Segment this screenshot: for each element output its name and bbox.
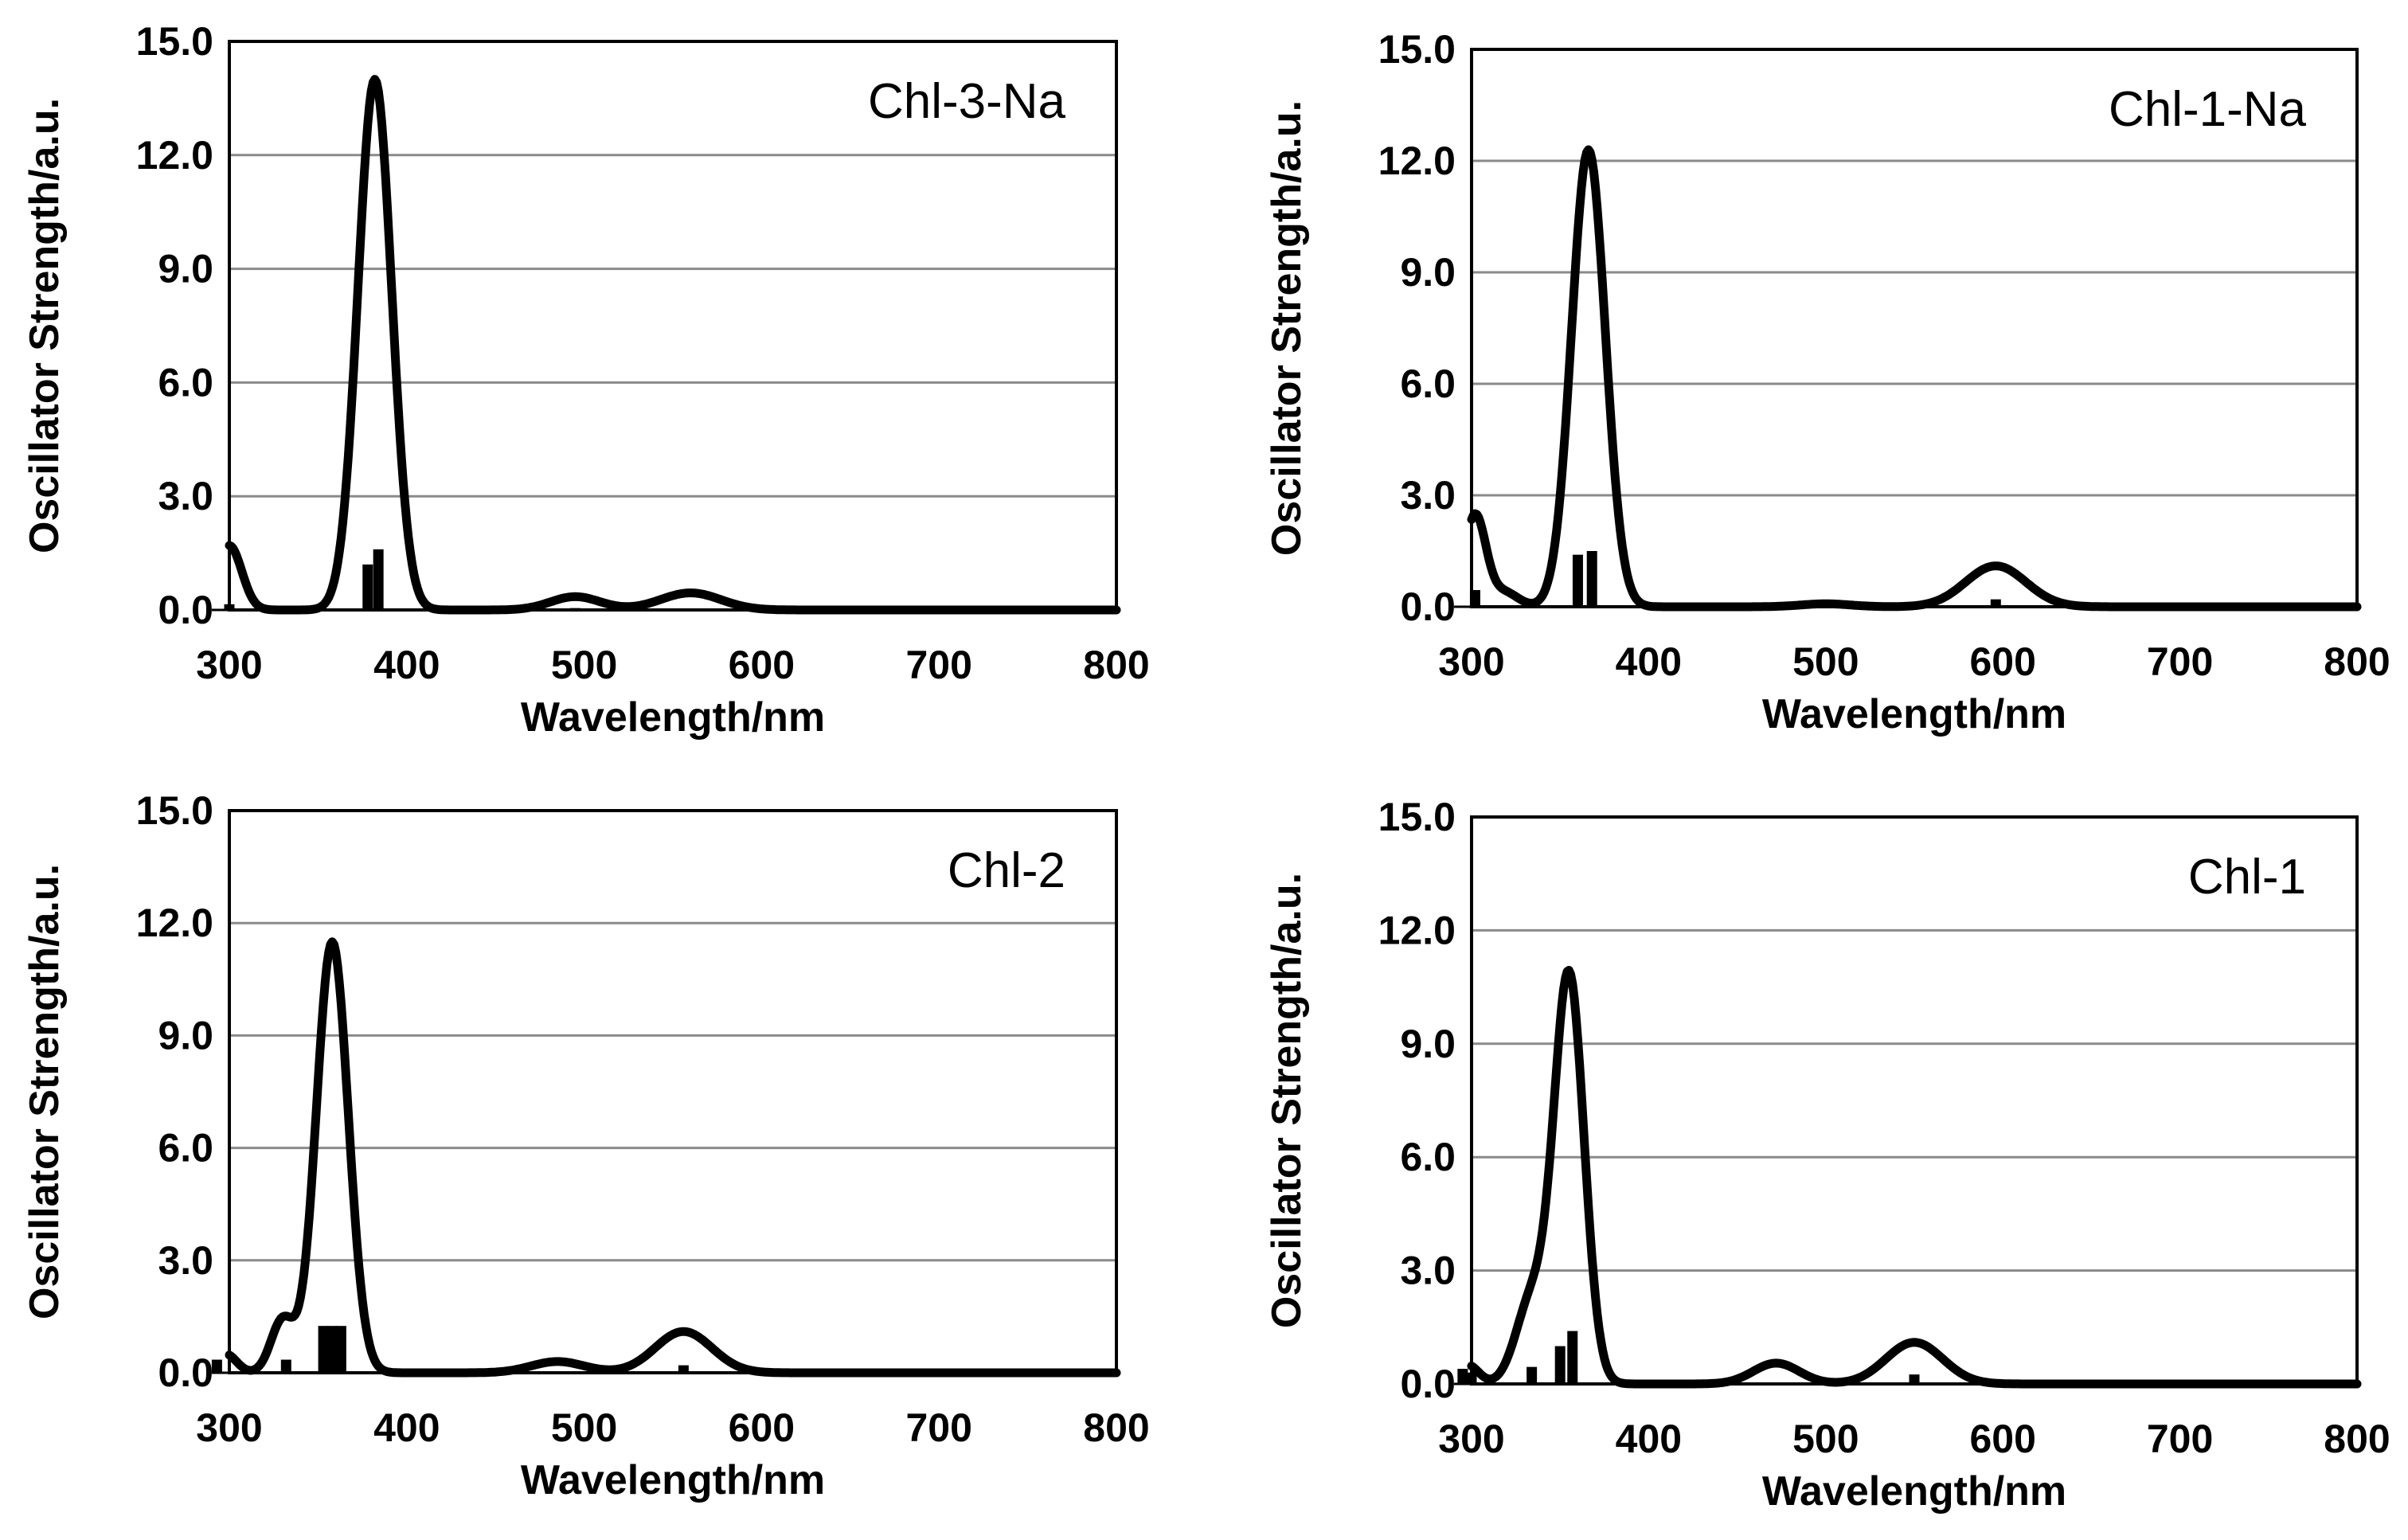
transition-stick (318, 1326, 329, 1373)
y-axis-title: Oscillator Strength/a.u. (1264, 873, 1310, 1328)
y-tick-label: 6.0 (158, 360, 213, 405)
y-tick-label: 12.0 (136, 901, 213, 945)
transition-stick (1457, 1369, 1468, 1384)
transition-stick (1909, 1374, 1920, 1384)
x-tick-label: 300 (1438, 639, 1504, 684)
panel-title: Chl-1-Na (2109, 82, 2307, 137)
x-tick-label: 500 (1792, 1417, 1859, 1461)
y-axis-title: Oscillator Strength/a.u. (1264, 100, 1310, 556)
y-tick-label: 12.0 (1378, 139, 1456, 183)
y-tick-label: 15.0 (1378, 27, 1456, 72)
chart-panel-chl-2: 0.0 3.0 6.0 9.0 12.0 15.0 300 400 500 600 700 800 Ch… (22, 788, 1150, 1503)
x-tick-label: 700 (2147, 639, 2213, 684)
y-tick-label: 0.0 (158, 1350, 213, 1395)
chart-panel-chl-1: 0.0 3.0 6.0 9.0 12.0 15.0 300 400 500 600 700 800 Ch… (1264, 795, 2390, 1515)
y-tick-label: 9.0 (158, 247, 213, 291)
x-axis-title: Wavelength/nm (1762, 691, 2066, 737)
panel-title: Chl-2 (948, 843, 1065, 898)
y-tick-label: 12.0 (1378, 908, 1456, 952)
transition-stick (1572, 554, 1583, 607)
y-tick-label: 3.0 (158, 1238, 213, 1283)
x-tick-label: 500 (1792, 639, 1859, 684)
spectrum-line (1467, 145, 2362, 612)
y-tick-label: 0.0 (158, 588, 213, 632)
y-tick-label: 15.0 (136, 788, 213, 833)
x-tick-label: 700 (905, 1405, 971, 1450)
y-tick-label: 9.0 (1400, 250, 1456, 295)
transition-stick (280, 1359, 291, 1373)
transition-stick (211, 1359, 222, 1373)
x-tick-label: 300 (1438, 1417, 1504, 1461)
x-tick-label: 400 (1616, 639, 1682, 684)
x-tick-label: 300 (196, 643, 262, 687)
y-tick-label: 6.0 (1400, 1135, 1456, 1179)
transition-stick (373, 549, 384, 610)
spectrum-line (225, 75, 1121, 615)
x-tick-label: 700 (2147, 1417, 2213, 1461)
y-tick-label: 15.0 (1378, 795, 1456, 839)
transition-stick (335, 1326, 346, 1373)
transition-stick (224, 604, 235, 610)
y-tick-label: 6.0 (158, 1126, 213, 1171)
panel-title: Chl-3-Na (868, 74, 1066, 129)
x-tick-label: 300 (196, 1405, 262, 1450)
y-tick-label: 3.0 (1400, 1249, 1456, 1293)
x-axis-title: Wavelength/nm (521, 1457, 825, 1503)
y-tick-label: 3.0 (158, 474, 213, 518)
y-axis-title: Oscillator Strength/a.u. (22, 864, 68, 1319)
plot-frame (228, 809, 1118, 1374)
plot-frame (228, 40, 1118, 612)
transition-stick (678, 1365, 689, 1373)
y-tick-label: 9.0 (1400, 1022, 1456, 1066)
x-tick-label: 400 (373, 1405, 440, 1450)
x-tick-label: 800 (2324, 1417, 2390, 1461)
transition-stick (326, 1326, 338, 1373)
transition-stick (569, 608, 580, 610)
x-tick-label: 400 (1616, 1417, 1682, 1461)
x-tick-label: 800 (1083, 1405, 1149, 1450)
y-tick-label: 12.0 (136, 133, 213, 178)
transition-stick (1554, 1346, 1566, 1384)
x-axis-title: Wavelength/nm (1762, 1468, 2066, 1515)
panel-title: Chl-1 (2188, 850, 2306, 905)
transition-stick (1586, 551, 1597, 607)
transition-stick (1526, 1366, 1538, 1384)
x-tick-label: 700 (905, 643, 971, 687)
x-tick-label: 600 (1969, 1417, 2035, 1461)
y-tick-label: 6.0 (1400, 362, 1456, 406)
y-axis-title: Oscillator Strength/a.u. (22, 98, 68, 553)
transition-stick (1990, 599, 2001, 607)
x-tick-label: 500 (551, 1405, 617, 1450)
spectrum-line (1467, 966, 2362, 1389)
x-tick-label: 600 (729, 1405, 795, 1450)
x-axis-title: Wavelength/nm (521, 694, 825, 741)
x-tick-label: 800 (1083, 643, 1149, 687)
spectrum-line (225, 937, 1121, 1378)
y-tick-label: 0.0 (1400, 584, 1456, 629)
transition-stick (362, 564, 373, 610)
y-tick-label: 0.0 (1400, 1362, 1456, 1406)
y-tick-label: 15.0 (136, 19, 213, 64)
chart-panel-chl-1-na: 0.0 3.0 6.0 9.0 12.0 15.0 300 400 500 600 700 800 Ch… (1264, 27, 2390, 737)
y-tick-label: 3.0 (1400, 473, 1456, 518)
chart-panel-chl-3-na: 0.0 3.0 6.0 9.0 12.0 15.0 300 400 500 600 700 800 Ch… (22, 19, 1150, 741)
x-tick-label: 800 (2324, 639, 2390, 684)
x-tick-label: 600 (729, 643, 795, 687)
transition-stick (1469, 590, 1480, 607)
x-tick-label: 500 (551, 643, 617, 687)
transition-stick (1466, 1372, 1477, 1384)
transition-stick (1567, 1331, 1578, 1384)
x-tick-label: 400 (373, 643, 440, 687)
y-tick-label: 9.0 (158, 1013, 213, 1057)
x-tick-label: 600 (1969, 639, 2035, 684)
